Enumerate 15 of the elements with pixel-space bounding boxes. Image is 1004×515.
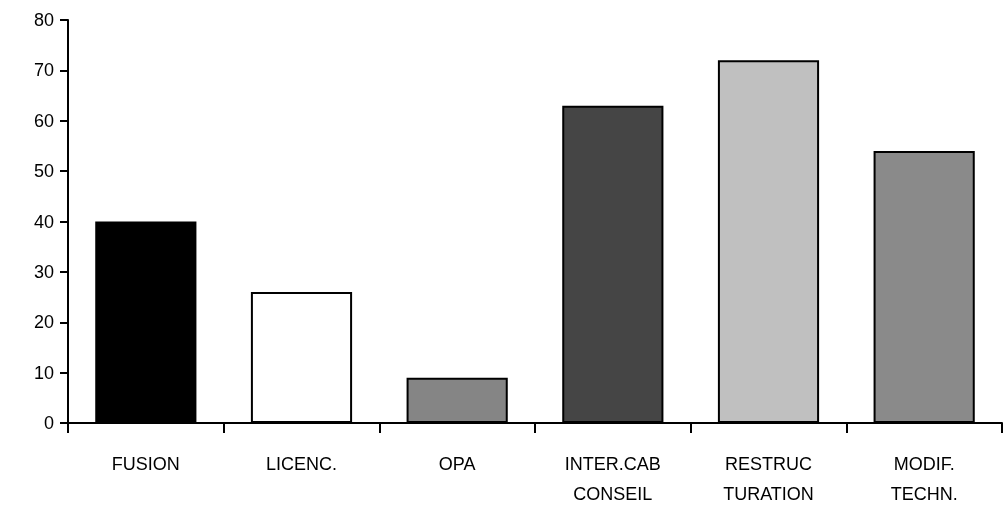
y-tick-label: 60 (33, 110, 54, 131)
x-tick-label: OPA (438, 454, 476, 474)
x-tick-label: INTER.CAB CONSEIL (564, 454, 661, 504)
y-tick-label: 40 (33, 211, 54, 232)
x-tick-label: RESTRUC TURATION (723, 454, 814, 504)
y-tick-label: 20 (33, 312, 54, 333)
y-tick-label: 50 (33, 161, 54, 182)
y-tick-label: 80 (33, 10, 54, 30)
y-tick-label: 70 (33, 60, 54, 81)
x-tick-label: LICENC. (265, 454, 338, 474)
y-tick-label: 10 (33, 362, 54, 383)
x-tick-label: FUSION (111, 454, 180, 474)
y-tick-label: 0 (43, 413, 54, 433)
x-tick-label: MODIF. TECHN. (890, 454, 958, 504)
y-tick-label: 30 (33, 261, 54, 282)
